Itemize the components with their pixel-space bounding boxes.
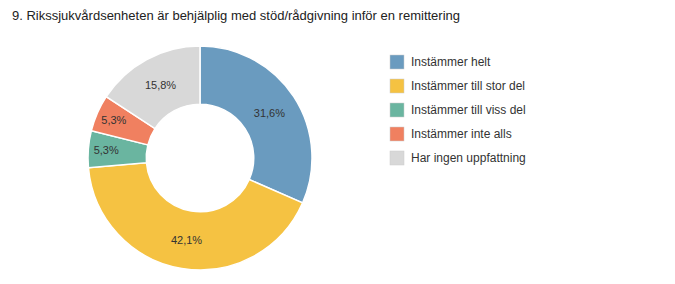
legend-label: Instämmer till viss del bbox=[411, 103, 526, 117]
legend-swatch bbox=[390, 151, 404, 165]
chart: 9. Rikssjukvårdsenheten är behjälplig me… bbox=[0, 0, 675, 284]
legend: Instämmer helt Instämmer till stor del Ins… bbox=[390, 55, 526, 165]
legend-label: Instämmer helt bbox=[411, 55, 491, 69]
slice bbox=[88, 163, 302, 270]
data-label: 5,3% bbox=[94, 144, 119, 156]
slices bbox=[88, 46, 312, 270]
data-label: 42,1% bbox=[171, 234, 202, 246]
legend-swatch bbox=[390, 55, 404, 69]
legend-swatch bbox=[390, 79, 404, 93]
data-label: 15,8% bbox=[145, 79, 176, 91]
title: 9. Rikssjukvårdsenheten är behjälplig me… bbox=[12, 8, 460, 23]
data-label: 5,3% bbox=[101, 114, 126, 126]
legend-label: Instämmer till stor del bbox=[411, 79, 525, 93]
slice bbox=[200, 46, 312, 203]
legend-label: Har ingen uppfattning bbox=[411, 151, 526, 165]
data-label: 31,6% bbox=[254, 107, 285, 119]
data-labels: 31,6% 42,1% 5,3% 5,3% 15,8% bbox=[94, 79, 285, 246]
legend-swatch bbox=[390, 103, 404, 117]
chart-container: 9. Rikssjukvårdsenheten är behjälplig me… bbox=[0, 0, 675, 284]
legend-swatch bbox=[390, 127, 404, 141]
legend-label: Instämmer inte alls bbox=[411, 127, 512, 141]
